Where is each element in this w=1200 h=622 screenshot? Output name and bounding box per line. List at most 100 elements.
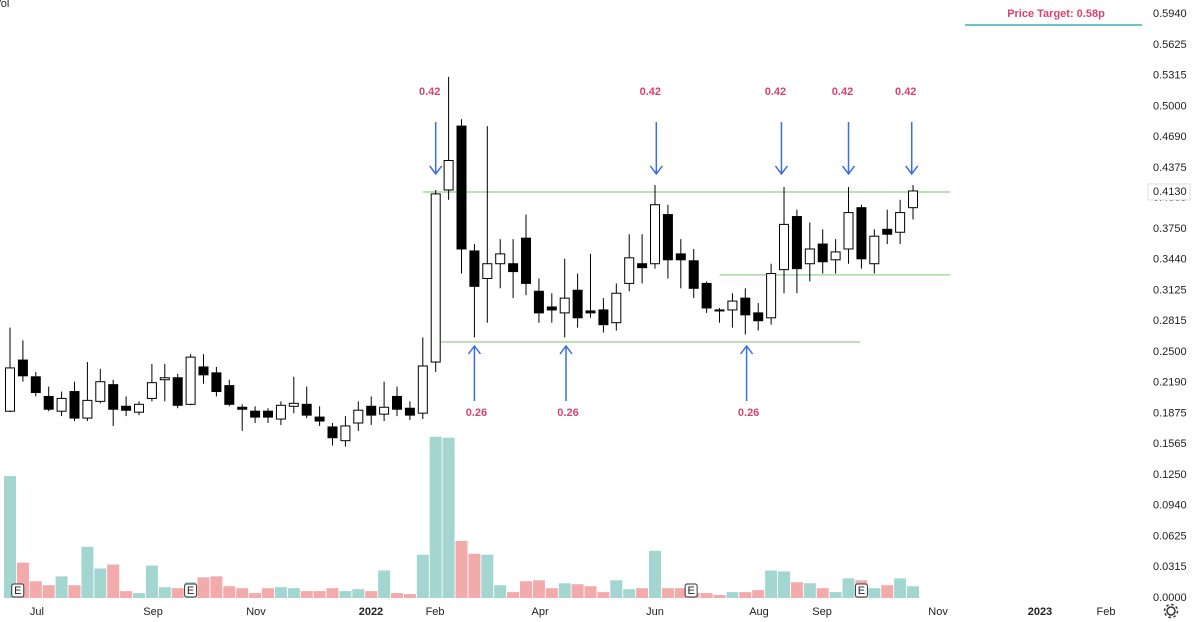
volume-bar — [674, 588, 687, 598]
volume-bar — [816, 588, 829, 598]
settings-icon[interactable] — [1163, 603, 1179, 619]
candle-body — [546, 306, 557, 311]
volume-bar — [249, 593, 262, 598]
volume-bar — [210, 576, 223, 598]
volume-bar — [365, 591, 378, 598]
candle-body — [766, 273, 777, 319]
volume-bar — [133, 593, 146, 598]
candle-body — [301, 403, 312, 416]
annotation-arrow — [905, 121, 919, 176]
volume-bar — [313, 591, 326, 598]
candle-body — [146, 382, 157, 399]
candle-body — [585, 310, 596, 314]
volume-bar — [790, 582, 803, 598]
x-tick-label: Jun — [646, 606, 664, 618]
volume-bar — [81, 546, 94, 598]
annotation-label: 0.26 — [466, 407, 487, 419]
y-tick-label: 0.0940 — [1153, 499, 1187, 511]
annotation-label: 0.42 — [895, 86, 916, 98]
candle-body — [30, 376, 41, 394]
event-box — [684, 583, 698, 598]
candle-body — [662, 214, 673, 261]
volume-bar — [223, 586, 236, 598]
candle-body — [159, 377, 170, 381]
candle-body — [340, 425, 351, 442]
candle-body — [108, 384, 119, 410]
y-tick-label: 0.1875 — [1153, 408, 1187, 420]
volume-bar — [274, 587, 287, 598]
y-tick-label: 0.4375 — [1153, 162, 1187, 174]
candle-body — [533, 290, 544, 314]
arrow-head — [467, 344, 482, 355]
candle-body — [701, 282, 712, 309]
candle-body — [69, 391, 80, 419]
volume-bar — [584, 586, 597, 598]
volume-bar — [481, 554, 494, 598]
volume-bar — [94, 568, 107, 598]
candle-body — [82, 399, 93, 419]
annotation-label: 0.42 — [419, 86, 440, 98]
candle-body — [379, 406, 390, 415]
last-price-label: 0.4130 — [1153, 186, 1187, 198]
candle-body — [817, 243, 828, 263]
volume-bar — [894, 578, 907, 598]
candle-body — [288, 402, 299, 407]
candle-body — [17, 359, 28, 377]
candle-body — [598, 309, 609, 326]
volume-bar — [520, 581, 533, 598]
candle-body — [650, 204, 661, 265]
volume-bar — [507, 592, 520, 598]
y-tick-label: 0.3440 — [1153, 254, 1187, 266]
volume-bar — [455, 540, 468, 598]
volume-bar — [326, 588, 339, 598]
candle-body — [675, 253, 686, 261]
volume-bar — [391, 593, 404, 598]
y-tick-label: 0.0000 — [1153, 592, 1187, 604]
annotation-label: 0.42 — [640, 86, 661, 98]
volume-bar — [107, 564, 120, 598]
candle-body — [559, 297, 570, 314]
x-tick-label: Sep — [143, 606, 163, 618]
candle-body — [430, 193, 441, 363]
candle-body — [121, 405, 132, 411]
volume-bar — [597, 592, 610, 598]
annotation-arrow — [429, 121, 443, 176]
volume-bar — [907, 586, 920, 598]
volume-bar — [416, 554, 429, 598]
y-tick-label: 0.3750 — [1153, 223, 1187, 235]
volume-bar — [42, 585, 55, 598]
candle-body — [4, 367, 15, 412]
candle-body — [172, 377, 183, 406]
x-tick-label: Nov — [246, 606, 266, 618]
y-tick-label: 0.2500 — [1153, 346, 1187, 358]
volume-bar — [532, 580, 545, 598]
candle-body — [56, 397, 67, 412]
volume-bar — [120, 591, 133, 598]
event-label: E — [858, 585, 865, 597]
volume-bar — [636, 588, 649, 598]
x-tick-label: 2022 — [359, 606, 383, 618]
volume-bar — [339, 591, 352, 598]
candle-body — [43, 395, 54, 410]
volume-label: Vol — [0, 0, 9, 10]
candle-body — [263, 410, 274, 418]
y-tick-label: 0.5625 — [1153, 39, 1187, 51]
candle-body — [392, 395, 403, 410]
candle-body — [508, 263, 519, 273]
annotation-label: 0.26 — [557, 407, 578, 419]
arrow-head — [841, 165, 856, 176]
x-tick-label: Feb — [426, 606, 445, 618]
volume-bar — [352, 589, 365, 598]
volume-bar — [868, 588, 881, 598]
annotation-arrow — [559, 344, 573, 401]
arrow-head — [740, 344, 754, 355]
candle-body — [804, 248, 815, 265]
x-tick-label: Sep — [812, 606, 832, 618]
annotation-arrow — [467, 344, 482, 401]
volume-bar — [881, 585, 894, 598]
candle-body — [521, 237, 532, 284]
candle-body — [443, 159, 454, 191]
candle-body — [714, 309, 725, 312]
y-tick-label: 0.5940 — [1153, 8, 1187, 20]
